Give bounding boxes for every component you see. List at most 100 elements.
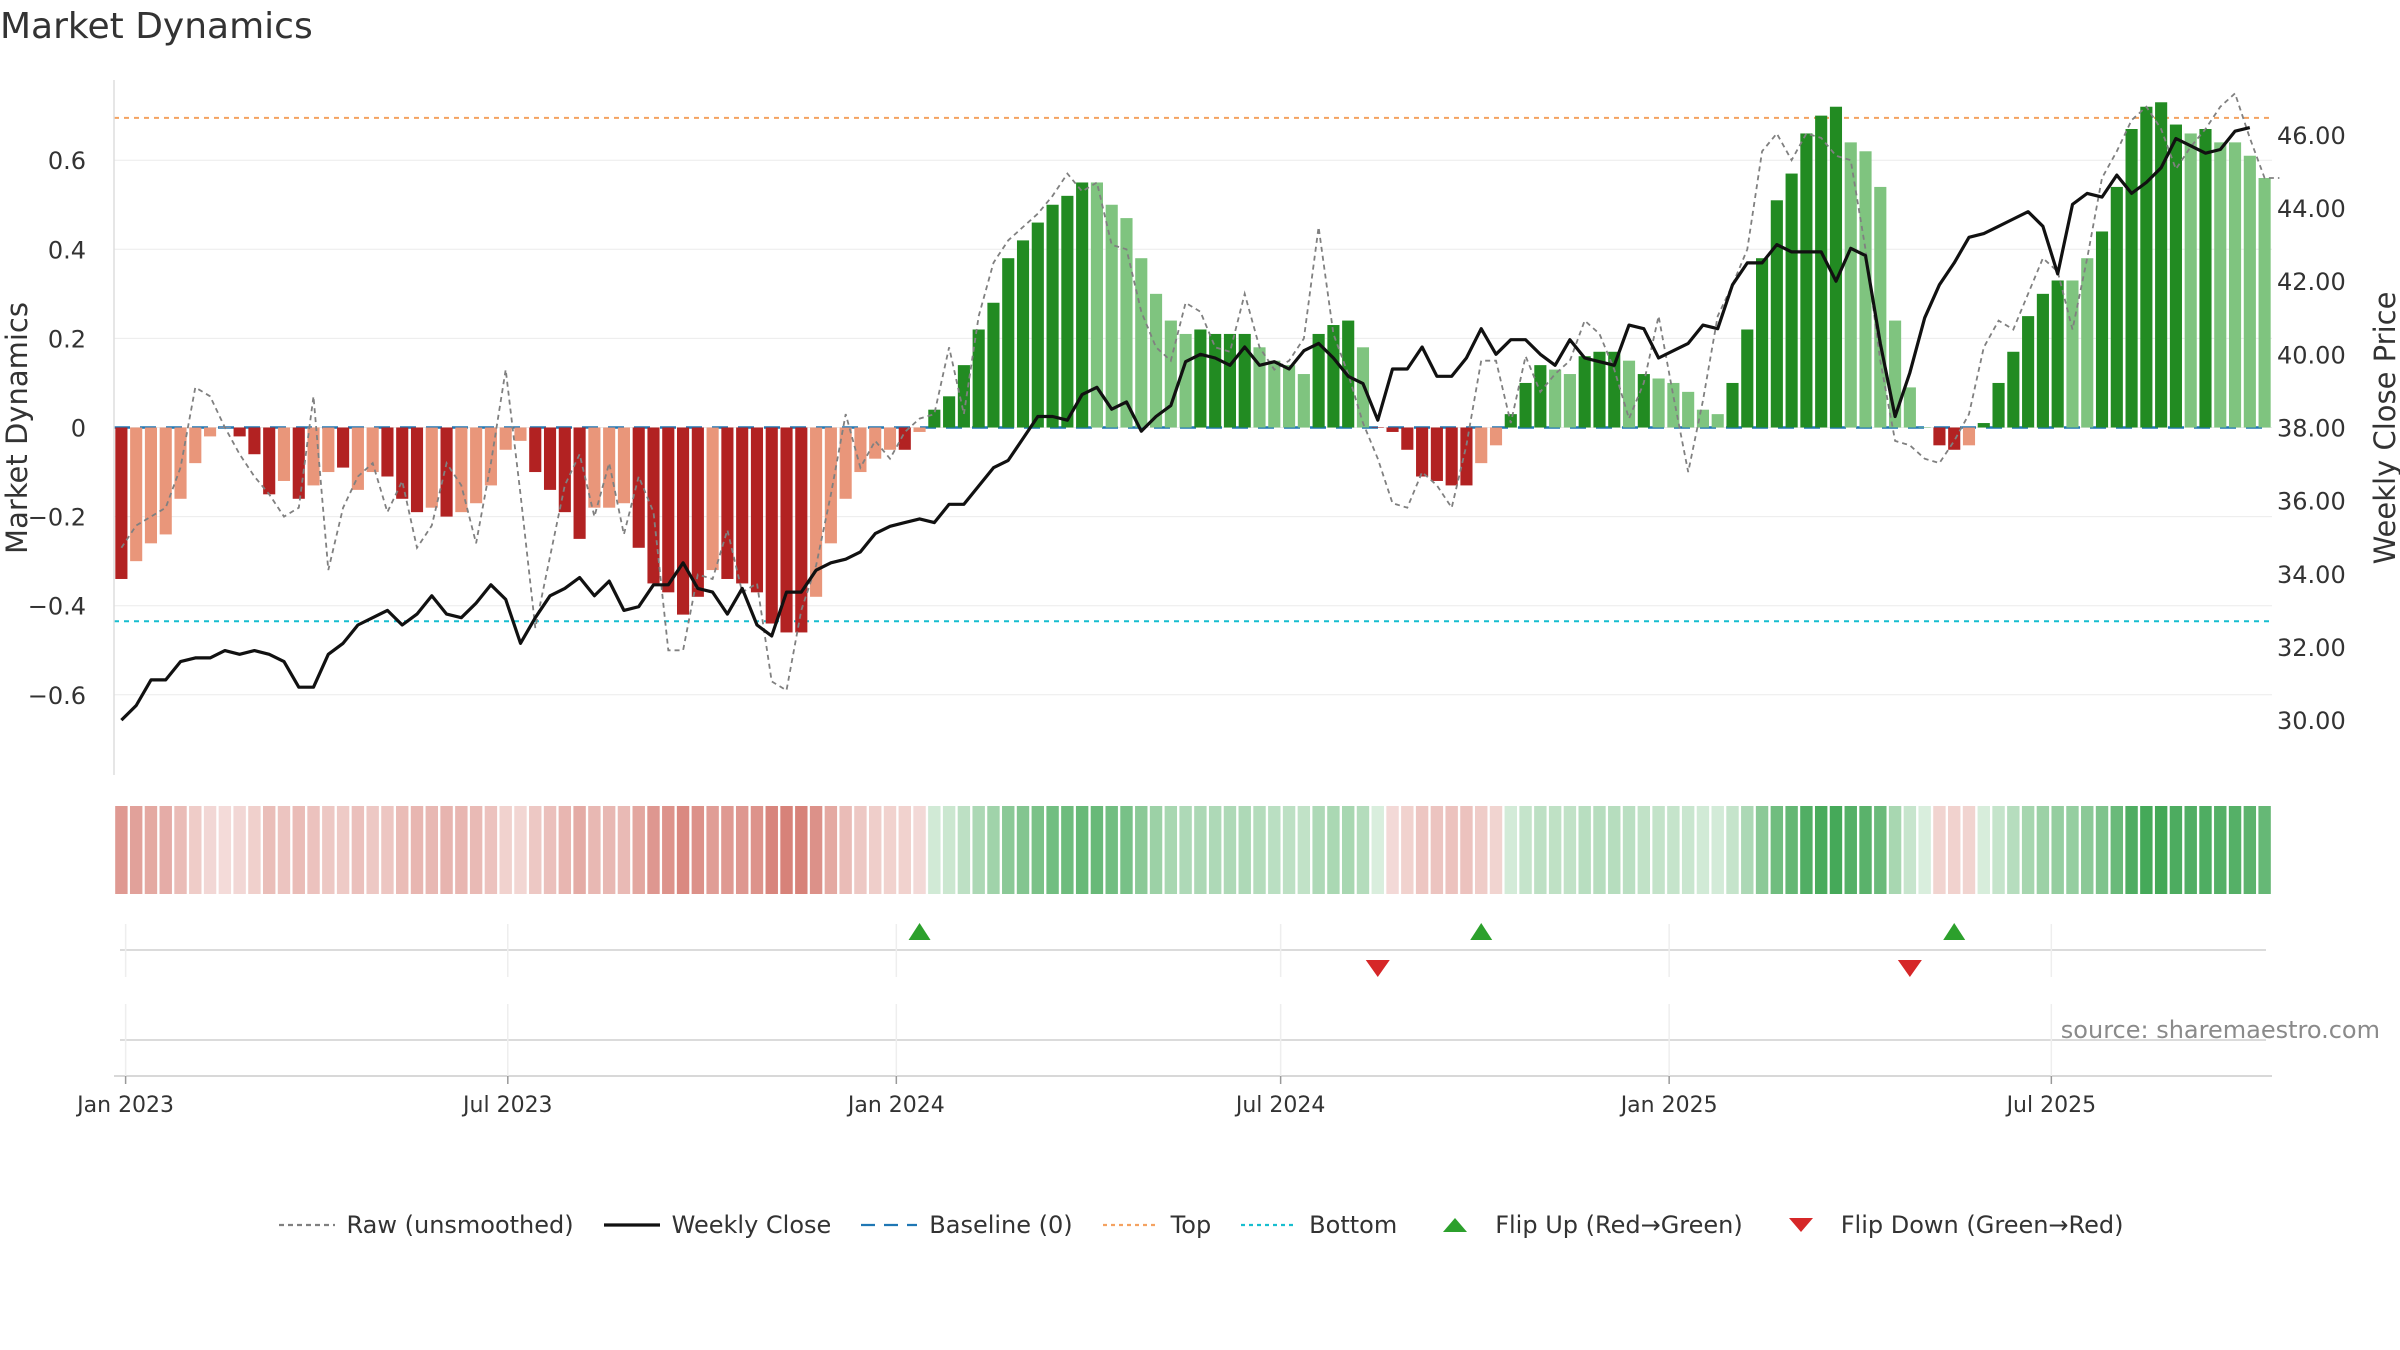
dynamics-bar <box>1992 382 2005 428</box>
dynamics-bar <box>1430 427 1443 481</box>
dynamics-bar <box>1770 200 1783 428</box>
dynamics-bar <box>1445 427 1458 486</box>
dynamics-bar <box>1977 423 1990 428</box>
flip-down-marker <box>1365 960 1390 977</box>
legend-label: Raw (unsmoothed) <box>346 1211 574 1239</box>
y-tick-label-left: −0.4 <box>28 593 86 621</box>
weekly-close-line <box>120 126 2251 722</box>
regime-cell <box>1874 806 1887 894</box>
dynamics-bar <box>1667 382 1680 428</box>
dynamics-bar <box>1682 391 1695 428</box>
y-tick-label-right: 46.00 <box>2277 122 2346 150</box>
regime-cell <box>1164 806 1178 894</box>
regime-cell <box>1208 806 1222 894</box>
dynamics-bar <box>1563 374 1576 428</box>
regime-cell <box>1371 806 1384 894</box>
regime-cell <box>1637 806 1651 894</box>
x-tick-label: Jan 2023 <box>75 1093 174 1118</box>
dynamics-bar <box>189 427 202 464</box>
regime-cell <box>1800 806 1813 894</box>
regime-cell <box>721 806 734 894</box>
legend-swatch <box>1241 1223 1298 1227</box>
legend-swatch <box>1443 1218 1468 1232</box>
dynamics-bar <box>1741 329 1754 428</box>
dynamics-bar <box>2051 280 2064 428</box>
regime-cell <box>1460 806 1473 894</box>
regime-cell <box>1888 806 1902 894</box>
dynamics-bar <box>2066 280 2079 428</box>
y-tick-label-right: 34.00 <box>2277 561 2346 589</box>
regime-cell <box>469 806 483 894</box>
regime-cell <box>573 806 586 894</box>
chart-title: Market Dynamics <box>0 6 313 47</box>
dynamics-bar <box>1371 427 1384 428</box>
regime-cell <box>942 806 956 894</box>
flip-markers <box>120 923 2266 977</box>
dynamics-bar <box>1149 293 1163 428</box>
dynamics-bar <box>691 427 704 597</box>
dynamics-bar <box>1135 258 1148 428</box>
dynamics-bar <box>1918 427 1931 428</box>
legend-item: Top <box>1101 1211 1211 1239</box>
regime-cell <box>1238 806 1251 894</box>
legend-item: Flip Down (Green→Red) <box>1771 1211 2124 1239</box>
dynamics-bar <box>410 427 424 513</box>
regime-cell <box>1534 806 1547 894</box>
regime-cell <box>1859 806 1872 894</box>
y-tick-label-right: 44.00 <box>2277 195 2346 223</box>
regime-cell <box>1179 806 1192 894</box>
regime-cell <box>1105 806 1118 894</box>
x-tick-label: Jan 2024 <box>846 1093 945 1118</box>
regime-cell <box>617 806 631 894</box>
dynamics-bar <box>1933 427 1946 446</box>
regime-cell <box>1844 806 1857 894</box>
regime-cell <box>928 806 941 894</box>
regime-cell <box>1031 806 1045 894</box>
dynamics-bar <box>795 427 808 633</box>
regime-cell <box>588 806 601 894</box>
regime-cell <box>529 806 542 894</box>
y-tick-label-right: 40.00 <box>2277 341 2346 369</box>
regime-cell <box>248 806 261 894</box>
regime-cell <box>1652 806 1665 894</box>
regime-cell <box>1282 806 1296 894</box>
dynamics-bar <box>943 396 956 428</box>
regime-cell <box>203 806 217 894</box>
dynamics-bar <box>1223 333 1237 428</box>
regime-cell <box>2125 806 2138 894</box>
legend-triangle-down <box>1788 1218 1813 1232</box>
regime-cell <box>1755 806 1769 894</box>
regime-cell <box>336 806 350 894</box>
regime-cell <box>1948 806 1961 894</box>
regime-cell <box>1785 806 1798 894</box>
dynamics-bar <box>1460 427 1473 486</box>
regime-cell <box>2243 806 2257 894</box>
y-axis-label-left: Market Dynamics <box>0 302 34 554</box>
regime-cell <box>883 806 897 894</box>
dynamics-bar <box>440 427 453 517</box>
regime-cell <box>2095 806 2109 894</box>
dynamics-bar <box>1726 382 1739 428</box>
x-tick-label: Jan 2025 <box>1619 1093 1718 1118</box>
dynamics-bar <box>721 427 734 579</box>
regime-cell <box>602 806 616 894</box>
dynamics-bar <box>972 329 985 428</box>
dynamics-bar <box>1711 414 1724 428</box>
regime-cell <box>1593 806 1606 894</box>
regime-cell <box>2051 806 2064 894</box>
dynamics-bar <box>1401 427 1414 450</box>
dynamics-bar <box>322 427 335 473</box>
dynamics-bar <box>1046 204 1059 428</box>
flip-up-marker <box>1470 923 1493 940</box>
y-tick-label-right: 42.00 <box>2277 268 2346 296</box>
dynamics-bar <box>292 427 305 499</box>
regime-cell <box>691 806 705 894</box>
regime-cell <box>322 806 335 894</box>
dynamics-bar <box>1268 360 1281 428</box>
regime-cell <box>957 806 971 894</box>
flip-up-marker <box>908 923 931 940</box>
dynamics-bar <box>396 427 409 499</box>
y-tick-label-right: 32.00 <box>2277 634 2346 662</box>
y-tick-label-left: −0.6 <box>28 682 86 710</box>
dynamics-bar <box>632 427 645 548</box>
